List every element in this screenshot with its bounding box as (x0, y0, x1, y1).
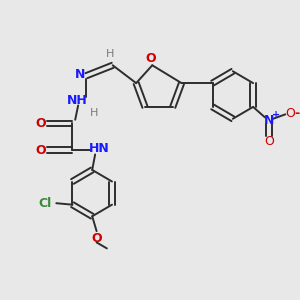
Text: O: O (264, 135, 274, 148)
Text: -: - (294, 106, 299, 120)
Text: O: O (35, 143, 46, 157)
Text: HN: HN (89, 142, 110, 155)
Text: +: + (272, 110, 280, 120)
Text: O: O (285, 106, 295, 120)
Text: O: O (91, 232, 102, 245)
Text: H: H (106, 49, 114, 59)
Text: O: O (35, 117, 46, 130)
Text: N: N (264, 114, 274, 127)
Text: N: N (75, 68, 85, 81)
Text: H: H (90, 108, 99, 118)
Text: O: O (146, 52, 156, 65)
Text: NH: NH (67, 94, 87, 107)
Text: Cl: Cl (38, 197, 52, 210)
